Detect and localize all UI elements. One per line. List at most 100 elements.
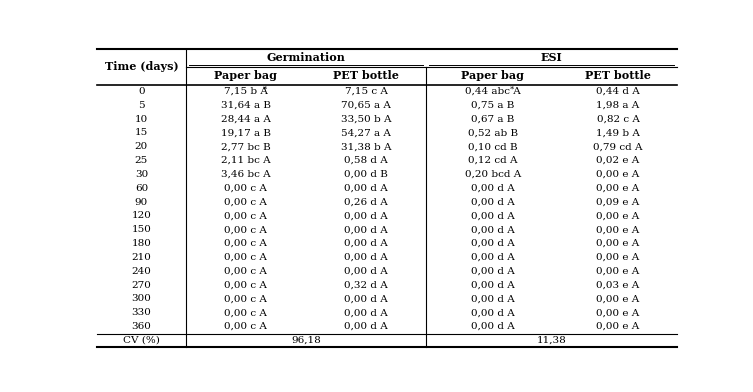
Text: 5: 5 (138, 101, 145, 110)
Text: 0,82 c A: 0,82 c A (596, 114, 639, 123)
Text: 0,10 cd B: 0,10 cd B (468, 142, 517, 151)
Text: 0,75 a B: 0,75 a B (471, 101, 514, 110)
Text: 0,00 d A: 0,00 d A (471, 239, 515, 248)
Text: 0,00 d A: 0,00 d A (471, 294, 515, 303)
Text: 0,00 d A: 0,00 d A (471, 281, 515, 290)
Text: Paper bag: Paper bag (215, 70, 277, 81)
Text: 0,00 d A: 0,00 d A (344, 253, 388, 262)
Text: 360: 360 (132, 322, 151, 331)
Text: 31,64 a B: 31,64 a B (221, 101, 271, 110)
Text: 0,03 e A: 0,03 e A (596, 281, 639, 290)
Text: PET bottle: PET bottle (334, 70, 399, 81)
Text: 0,00 d A: 0,00 d A (344, 211, 388, 220)
Text: 0,09 e A: 0,09 e A (596, 198, 639, 207)
Text: 0,00 c A: 0,00 c A (224, 184, 267, 193)
Text: 54,27 a A: 54,27 a A (341, 129, 391, 138)
Text: 0,00 d A: 0,00 d A (344, 225, 388, 234)
Text: 28,44 a A: 28,44 a A (221, 114, 271, 123)
Text: 0,00 c A: 0,00 c A (224, 198, 267, 207)
Text: 20: 20 (135, 142, 148, 151)
Text: 0,44 abc A: 0,44 abc A (465, 87, 521, 96)
Text: 0,00 e A: 0,00 e A (596, 170, 639, 179)
Text: 10: 10 (135, 114, 148, 123)
Text: 300: 300 (132, 294, 151, 303)
Text: 0,00 d A: 0,00 d A (471, 267, 515, 276)
Text: 33,50 b A: 33,50 b A (341, 114, 392, 123)
Text: 60: 60 (135, 184, 148, 193)
Text: 0,00 d A: 0,00 d A (471, 184, 515, 193)
Text: 2,11 bc A: 2,11 bc A (221, 156, 270, 165)
Text: 0,00 e A: 0,00 e A (596, 225, 639, 234)
Text: 96,18: 96,18 (291, 336, 321, 345)
Text: 0,67 a B: 0,67 a B (471, 114, 514, 123)
Text: 0,26 d A: 0,26 d A (344, 198, 388, 207)
Text: 0,44 d A: 0,44 d A (596, 87, 640, 96)
Text: 210: 210 (132, 253, 151, 262)
Text: 0,12 cd A: 0,12 cd A (468, 156, 517, 165)
Text: Germination: Germination (267, 52, 346, 63)
Text: 0,00 d A: 0,00 d A (344, 184, 388, 193)
Text: 0,00 e A: 0,00 e A (596, 322, 639, 331)
Text: 0,00 c A: 0,00 c A (224, 211, 267, 220)
Text: 0,00 e A: 0,00 e A (596, 211, 639, 220)
Text: 0,00 c A: 0,00 c A (224, 267, 267, 276)
Text: 0,52 ab B: 0,52 ab B (468, 129, 518, 138)
Text: 19,17 a B: 19,17 a B (221, 129, 271, 138)
Text: 0,58 d A: 0,58 d A (344, 156, 388, 165)
Text: 0,00 e A: 0,00 e A (596, 253, 639, 262)
Text: 0,00 e A: 0,00 e A (596, 184, 639, 193)
Text: 0,00 c A: 0,00 c A (224, 322, 267, 331)
Text: 0,00 d A: 0,00 d A (344, 267, 388, 276)
Text: 0,32 d A: 0,32 d A (344, 281, 388, 290)
Text: 330: 330 (132, 308, 151, 317)
Text: 0,00 e A: 0,00 e A (596, 294, 639, 303)
Text: 0,00 c A: 0,00 c A (224, 281, 267, 290)
Text: 0,00 d A: 0,00 d A (471, 211, 515, 220)
Text: 0,00 c A: 0,00 c A (224, 253, 267, 262)
Text: 0: 0 (138, 87, 145, 96)
Text: Time (days): Time (days) (105, 61, 178, 72)
Text: 25: 25 (135, 156, 148, 165)
Text: 270: 270 (132, 281, 151, 290)
Text: 0,02 e A: 0,02 e A (596, 156, 639, 165)
Text: 1,98 a A: 1,98 a A (596, 101, 639, 110)
Text: 0,00 d A: 0,00 d A (344, 294, 388, 303)
Text: 0,00 d A: 0,00 d A (344, 308, 388, 317)
Text: 90: 90 (135, 198, 148, 207)
Text: 15: 15 (135, 129, 148, 138)
Text: 0,20 bcd A: 0,20 bcd A (465, 170, 521, 179)
Text: 0,00 c A: 0,00 c A (224, 294, 267, 303)
Text: 0,00 d A: 0,00 d A (344, 322, 388, 331)
Text: 0,00 c A: 0,00 c A (224, 308, 267, 317)
Text: 0,00 d A: 0,00 d A (471, 225, 515, 234)
Text: 0,00 d A: 0,00 d A (471, 322, 515, 331)
Text: 70,65 a A: 70,65 a A (341, 101, 391, 110)
Text: ESI: ESI (541, 52, 562, 63)
Text: CV (%): CV (%) (123, 336, 160, 345)
Text: 0,00 d A: 0,00 d A (344, 239, 388, 248)
Text: 240: 240 (132, 267, 151, 276)
Text: PET bottle: PET bottle (585, 70, 651, 81)
Text: 0,00 c A: 0,00 c A (224, 225, 267, 234)
Text: Paper bag: Paper bag (462, 70, 524, 81)
Text: 1,49 b A: 1,49 b A (596, 129, 640, 138)
Text: 7,15 b A: 7,15 b A (224, 87, 268, 96)
Text: 150: 150 (132, 225, 151, 234)
Text: 2,77 bc B: 2,77 bc B (221, 142, 271, 151)
Text: 0,79 cd A: 0,79 cd A (593, 142, 643, 151)
Text: 3,46 bc A: 3,46 bc A (221, 170, 270, 179)
Text: 0,00 c A: 0,00 c A (224, 239, 267, 248)
Text: 0,00 e A: 0,00 e A (596, 308, 639, 317)
Text: 0,00 d A: 0,00 d A (471, 308, 515, 317)
Text: 120: 120 (132, 211, 151, 220)
Text: 0,00 d B: 0,00 d B (344, 170, 388, 179)
Text: 0,00 d A: 0,00 d A (471, 198, 515, 207)
Text: 31,38 b A: 31,38 b A (341, 142, 392, 151)
Text: *: * (510, 86, 514, 94)
Text: 0,00 e A: 0,00 e A (596, 239, 639, 248)
Text: *: * (263, 86, 267, 94)
Text: 7,15 c A: 7,15 c A (345, 87, 388, 96)
Text: 0,00 d A: 0,00 d A (471, 253, 515, 262)
Text: 11,38: 11,38 (537, 336, 566, 345)
Text: 180: 180 (132, 239, 151, 248)
